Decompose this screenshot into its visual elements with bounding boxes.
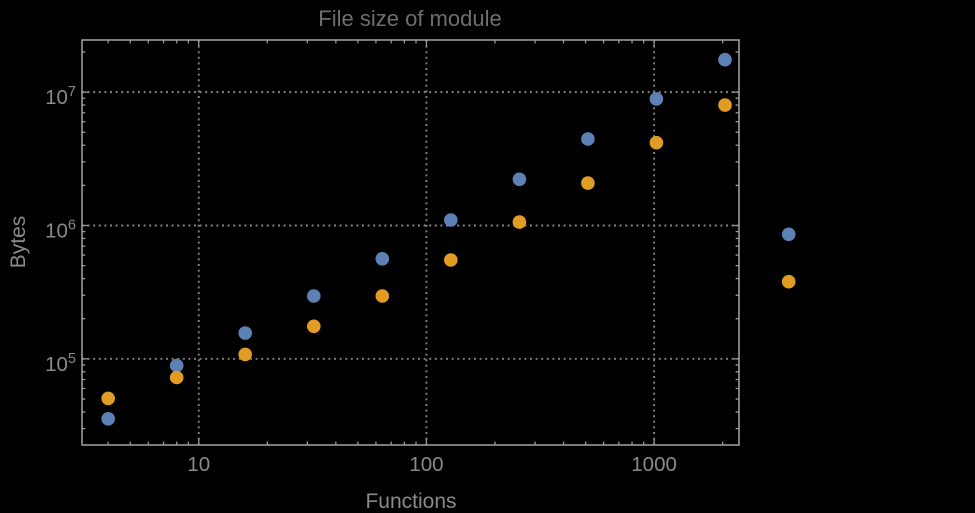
data-point bbox=[649, 135, 664, 150]
data-point bbox=[307, 319, 321, 334]
x-tick-label: 10 bbox=[187, 453, 210, 476]
data-point bbox=[649, 92, 664, 106]
data-point bbox=[444, 253, 458, 267]
series-1-blue bbox=[101, 52, 796, 426]
chart-title: File size of module bbox=[318, 6, 501, 31]
data-point bbox=[781, 227, 796, 242]
data-point bbox=[101, 412, 115, 426]
data-point bbox=[169, 358, 184, 373]
data-point bbox=[375, 289, 390, 303]
y-axis-label: Bytes bbox=[7, 216, 30, 269]
x-tick-label: 1000 bbox=[631, 453, 677, 476]
data-point bbox=[718, 98, 732, 112]
y-tick-label: 105 bbox=[45, 351, 76, 376]
data-point bbox=[238, 326, 252, 340]
y-tick-label: 106 bbox=[45, 217, 76, 242]
data-point bbox=[375, 251, 390, 266]
axis-ticks bbox=[82, 40, 739, 445]
data-point bbox=[718, 52, 732, 67]
data-point bbox=[238, 347, 252, 362]
data-point bbox=[101, 391, 115, 406]
data-point bbox=[169, 370, 184, 385]
series-2-orange bbox=[101, 98, 796, 406]
y-tick-label: 107 bbox=[45, 84, 76, 109]
data-point bbox=[512, 172, 527, 187]
plot-frame bbox=[81, 39, 740, 446]
x-axis-label: Functions bbox=[365, 490, 456, 513]
data-point bbox=[512, 215, 527, 229]
tick-labels: 10 100 1000 105 106 107 bbox=[45, 84, 677, 476]
data-point bbox=[307, 289, 321, 303]
data-point bbox=[581, 132, 595, 146]
gridlines bbox=[82, 40, 739, 445]
data-points bbox=[101, 52, 796, 426]
x-tick-label: 100 bbox=[409, 453, 443, 476]
data-point bbox=[444, 213, 458, 227]
data-point bbox=[581, 176, 595, 190]
data-point bbox=[781, 274, 796, 289]
